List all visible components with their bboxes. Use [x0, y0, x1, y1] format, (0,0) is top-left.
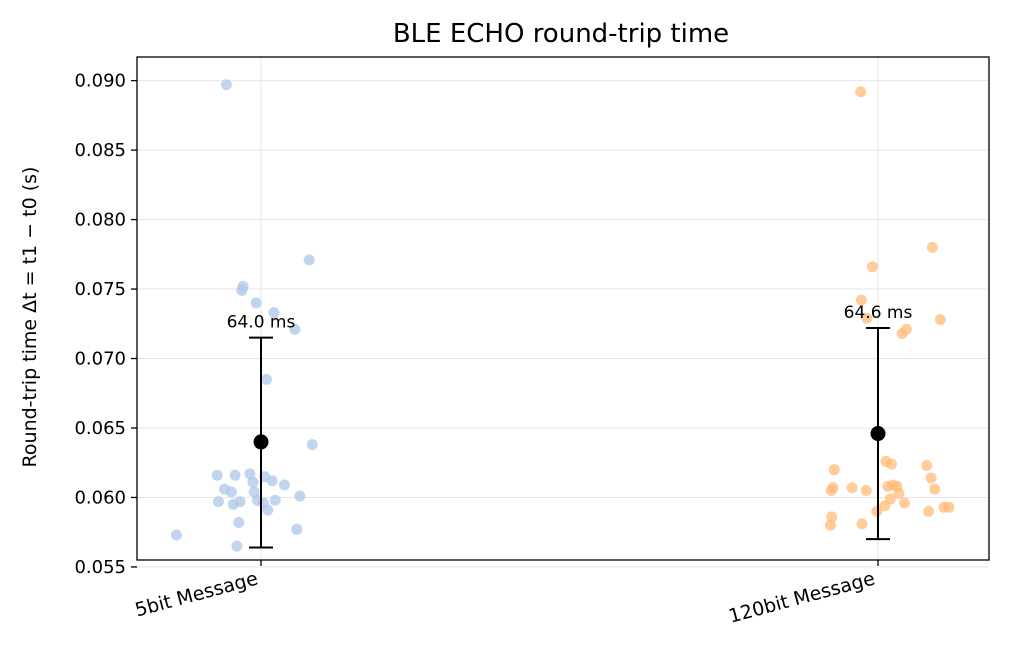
data-point-s1-24 [921, 460, 933, 472]
data-point-s1-26 [925, 472, 937, 484]
plot-frame [136, 56, 990, 561]
data-point-s0-26 [289, 323, 301, 335]
data-point-s1-23 [899, 497, 911, 509]
y-tick-label-1: 0.060 [74, 487, 126, 508]
axes [136, 56, 990, 561]
data-point-s0-28 [294, 490, 306, 502]
data-point-s0-1 [220, 79, 232, 91]
error-bars: 64.0 ms 64.6 ms [227, 303, 913, 549]
data-point-s1-1 [826, 511, 838, 523]
mean-label-0: 64.0 ms [227, 313, 296, 333]
data-point-s1-12 [871, 505, 883, 517]
data-point-s0-19 [261, 373, 273, 385]
data-point-s1-3 [827, 482, 839, 494]
data-point-s1-6 [855, 294, 867, 306]
data-point-s1-5 [846, 482, 858, 494]
data-point-s1-22 [900, 323, 912, 335]
y-tick-label-3: 0.070 [74, 349, 126, 370]
data-point-s1-4 [828, 464, 840, 476]
data-point-s1-27 [926, 241, 938, 253]
data-point-s1-16 [884, 493, 896, 505]
y-tick-label-5: 0.080 [74, 210, 126, 231]
data-point-s1-0 [824, 519, 836, 531]
data-point-s1-8 [856, 518, 868, 530]
data-point-s0-14 [247, 476, 259, 488]
data-point-s0-5 [225, 486, 237, 498]
data-point-s1-28 [929, 483, 941, 495]
data-point-s0-27 [291, 523, 303, 535]
data-point-s0-23 [266, 475, 278, 487]
data-point-s0-3 [212, 496, 224, 508]
data-points [170, 79, 955, 552]
data-point-s0-8 [233, 516, 245, 528]
mean-marker-1 [870, 426, 886, 442]
data-point-s0-0 [170, 529, 182, 541]
data-point-s1-17 [886, 458, 898, 470]
data-point-s0-21 [262, 504, 274, 516]
y-tick-label-7: 0.090 [74, 71, 126, 92]
y-axis-label: Round-trip time Δt = t1 − t0 (s) [19, 167, 41, 468]
data-point-s0-30 [306, 439, 318, 451]
chart-title: BLE ECHO round-trip time [393, 19, 729, 49]
data-point-s0-9 [231, 540, 243, 552]
data-point-s1-31 [943, 501, 955, 513]
data-point-s0-10 [234, 496, 246, 508]
data-point-s1-11 [866, 261, 878, 273]
data-point-s0-16 [250, 297, 262, 309]
data-point-s1-9 [860, 485, 872, 497]
mean-label-1: 64.6 ms [844, 303, 913, 323]
y-tick-label-2: 0.065 [74, 418, 126, 439]
data-point-s1-7 [855, 86, 867, 98]
data-point-s0-15 [248, 486, 260, 498]
data-point-s1-25 [923, 505, 935, 517]
data-point-s0-2 [211, 469, 223, 481]
data-point-s1-20 [893, 487, 905, 499]
data-point-s1-29 [934, 314, 946, 326]
data-point-s0-13 [244, 468, 256, 480]
y-tick-label-6: 0.085 [74, 140, 126, 161]
data-point-s0-6 [229, 469, 241, 481]
data-point-s0-29 [303, 254, 315, 266]
data-point-s1-10 [861, 312, 873, 324]
data-point-s0-22 [269, 494, 281, 506]
mean-marker-0 [253, 434, 269, 450]
y-tick-label-4: 0.075 [74, 279, 126, 300]
data-point-s0-24 [268, 307, 280, 319]
data-point-s0-25 [278, 479, 290, 491]
y-ticks: 0.055 0.060 0.065 0.070 0.075 0.080 0.085 0.090 [74, 71, 137, 578]
data-point-s0-12 [237, 280, 249, 292]
y-tick-label-0: 0.055 [74, 557, 126, 578]
